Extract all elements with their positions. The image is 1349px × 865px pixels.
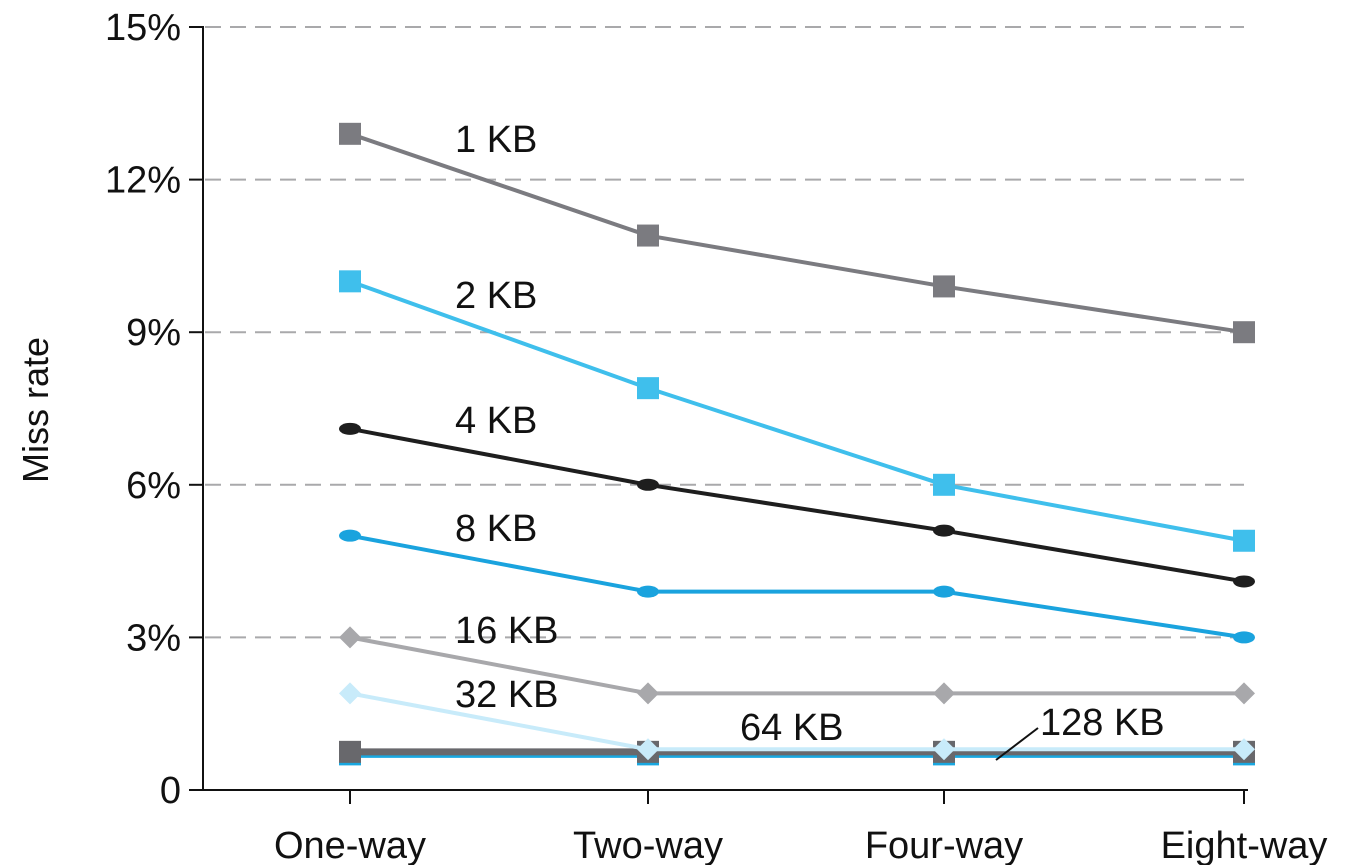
data-point [933,738,955,761]
data-point [933,682,955,705]
series-line [349,426,1245,584]
series-32-kb [339,682,1255,761]
series-line [349,131,1245,335]
x-tick-label: Four-way [865,825,1023,865]
y-tick-label: 0 [160,770,181,812]
data-point [339,740,361,763]
series-2-kb [339,270,1255,552]
data-point [637,224,659,247]
data-point [637,377,659,400]
data-point [1233,529,1255,552]
y-axis-title: Miss rate [15,337,56,483]
series-label-64-kb: 64 KB [740,707,844,749]
series-8-kb [339,529,1255,644]
data-point [933,585,955,598]
axes: 0 3% 6% 9% 12% 15% One-way Two-way Four-way Eight… [105,7,1327,865]
series-16-kb [339,626,1255,705]
series-label-32-kb: 32 KB [455,674,559,716]
x-tick-label: One-way [274,825,426,865]
series-line [349,279,1245,543]
series-label-16-kb: 16 KB [455,610,559,652]
x-tick-label: Two-way [573,825,723,865]
data-point [933,473,955,496]
series-labels: 1 KB 2 KB 4 KB 8 KB 16 KB 32 KB 64 KB 128 KB [455,119,1165,761]
series-line [349,533,1245,640]
series-label-128-kb: 128 KB [1040,702,1165,744]
y-tick-label: 12% [105,160,181,202]
data-point [339,422,361,435]
series-label-8-kb: 8 KB [455,508,537,550]
data-point [339,122,361,145]
y-tick-label: 6% [126,465,181,507]
data-point [339,682,361,705]
series-label-4-kb: 4 KB [455,400,537,442]
leader-line-128-kb [995,727,1039,761]
series-1-kb [339,122,1255,344]
data-point [637,738,659,761]
data-point [637,682,659,705]
data-point [1233,575,1255,588]
y-tick-label: 3% [126,617,181,659]
data-point [339,626,361,649]
series-label-1-kb: 1 KB [455,119,537,161]
grid-lines [205,26,1244,639]
series-4-kb [339,422,1255,588]
data-point [933,275,955,298]
data-point [339,529,361,542]
series-label-2-kb: 2 KB [455,275,537,317]
series-line [349,691,1244,752]
series-line [349,635,1244,696]
data-point [339,270,361,293]
data-point [933,524,955,537]
x-tick-label: Eight-way [1161,825,1328,865]
data-point [1233,321,1255,344]
data-point [1233,738,1255,761]
data-point [1233,631,1255,644]
data-point [637,478,659,491]
y-tick-label: 9% [126,312,181,354]
data-point [1233,682,1255,705]
y-tick-label: 15% [105,7,181,49]
data-point [637,585,659,598]
series-lines [339,122,1255,766]
